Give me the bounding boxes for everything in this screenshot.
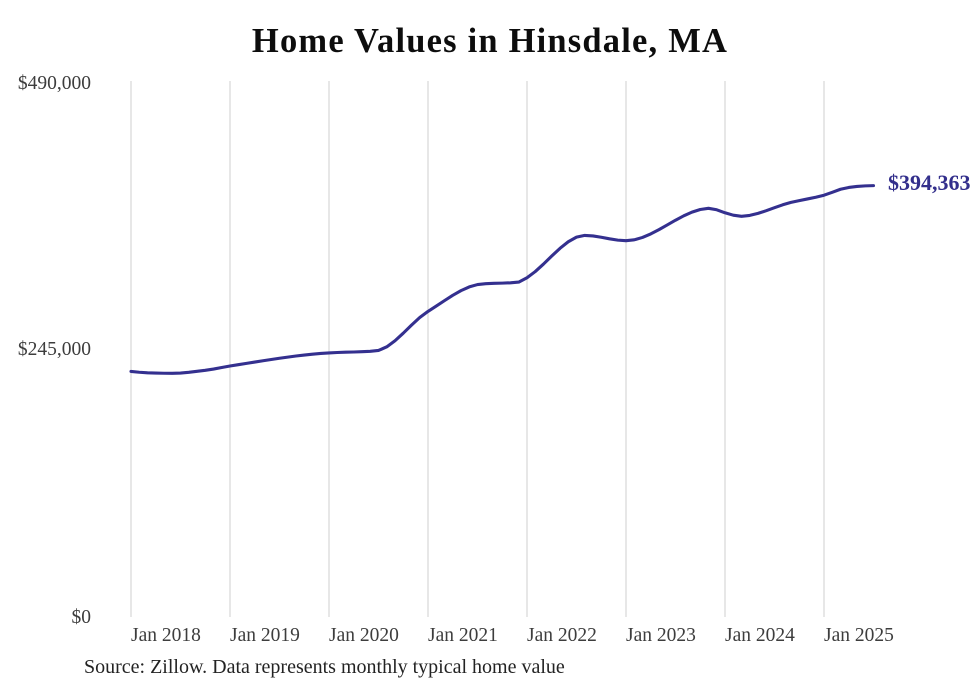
svg-text:Jan 2019: Jan 2019 bbox=[230, 625, 300, 646]
svg-text:Jan 2021: Jan 2021 bbox=[428, 625, 498, 646]
svg-text:Jan 2024: Jan 2024 bbox=[725, 625, 795, 646]
svg-text:$245,000: $245,000 bbox=[18, 339, 91, 360]
svg-text:$0: $0 bbox=[72, 607, 92, 628]
svg-text:Jan 2022: Jan 2022 bbox=[527, 625, 597, 646]
svg-text:Jan 2020: Jan 2020 bbox=[329, 625, 399, 646]
svg-text:Jan 2023: Jan 2023 bbox=[626, 625, 696, 646]
svg-text:Jan 2018: Jan 2018 bbox=[131, 625, 201, 646]
svg-text:$490,000: $490,000 bbox=[18, 73, 91, 94]
svg-text:Jan 2025: Jan 2025 bbox=[824, 625, 894, 646]
